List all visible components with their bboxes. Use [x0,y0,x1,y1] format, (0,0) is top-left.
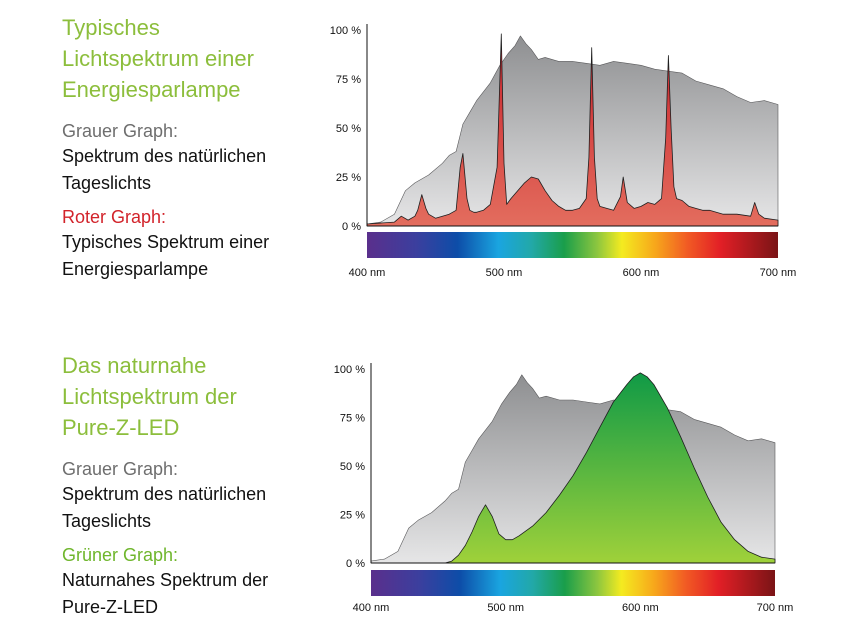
gray-daylight-area [366,35,779,227]
y-tick-label: 0 % [346,558,365,570]
panel2-title: Das naturnahe Lichtspektrum der Pure-Z-L… [62,353,237,440]
y-tick-label: 75 % [340,413,365,425]
y-tick-label: 100 % [334,364,365,376]
wavelength-color-bar [371,570,775,596]
panel2-green-desc: Naturnahes Spektrum der Pure-Z-LED [62,570,269,617]
chart-energy-saving-lamp: 0 % 25 % 50 % 75 % 100 % 400 nm 500 nm 600 nm 70… [330,24,797,279]
panel1-gray-label: Grauer Graph: [62,121,179,141]
x-tick-label: 400 nm [349,267,386,279]
panel1-gray-desc: Spektrum des natürlichen Tageslichts [62,146,267,193]
y-tick-label: 100 % [330,25,361,37]
panel1-red-desc: Typisches Spektrum einer Energiesparlamp… [62,232,270,279]
panel2-text: Das naturnahe Lichtspektrum der Pure-Z-L… [62,350,268,621]
y-tick-label: 75 % [336,74,361,86]
panel1-title: Typisches Lichtspektrum einer Energiespa… [62,15,254,102]
wavelength-color-bar [367,232,778,258]
x-tick-label: 400 nm [353,602,390,614]
panel1-red-label: Roter Graph: [62,207,167,227]
panel1-text: Typisches Lichtspektrum einer Energiespa… [62,12,269,283]
y-tick-label: 0 % [342,221,361,233]
x-tick-label: 700 nm [757,602,794,614]
y-tick-label: 25 % [336,172,361,184]
x-tick-label: 700 nm [760,267,797,279]
panel2-gray-label: Grauer Graph: [62,459,179,479]
panel2-gray-desc: Spektrum des natürlichen Tageslichts [62,484,267,531]
chart-pure-z-led: 0 % 25 % 50 % 75 % 100 % 400 nm 500 nm 600 nm 70… [334,363,794,614]
y-tick-label: 25 % [340,510,365,522]
x-tick-label: 500 nm [486,267,523,279]
green-led-area [370,372,776,564]
y-tick-label: 50 % [340,461,365,473]
panel2-green-label: Grüner Graph: [62,545,179,565]
red-lamp-area [366,33,779,227]
x-tick-label: 600 nm [622,602,659,614]
y-tick-label: 50 % [336,123,361,135]
x-tick-label: 600 nm [623,267,660,279]
x-tick-label: 500 nm [487,602,524,614]
